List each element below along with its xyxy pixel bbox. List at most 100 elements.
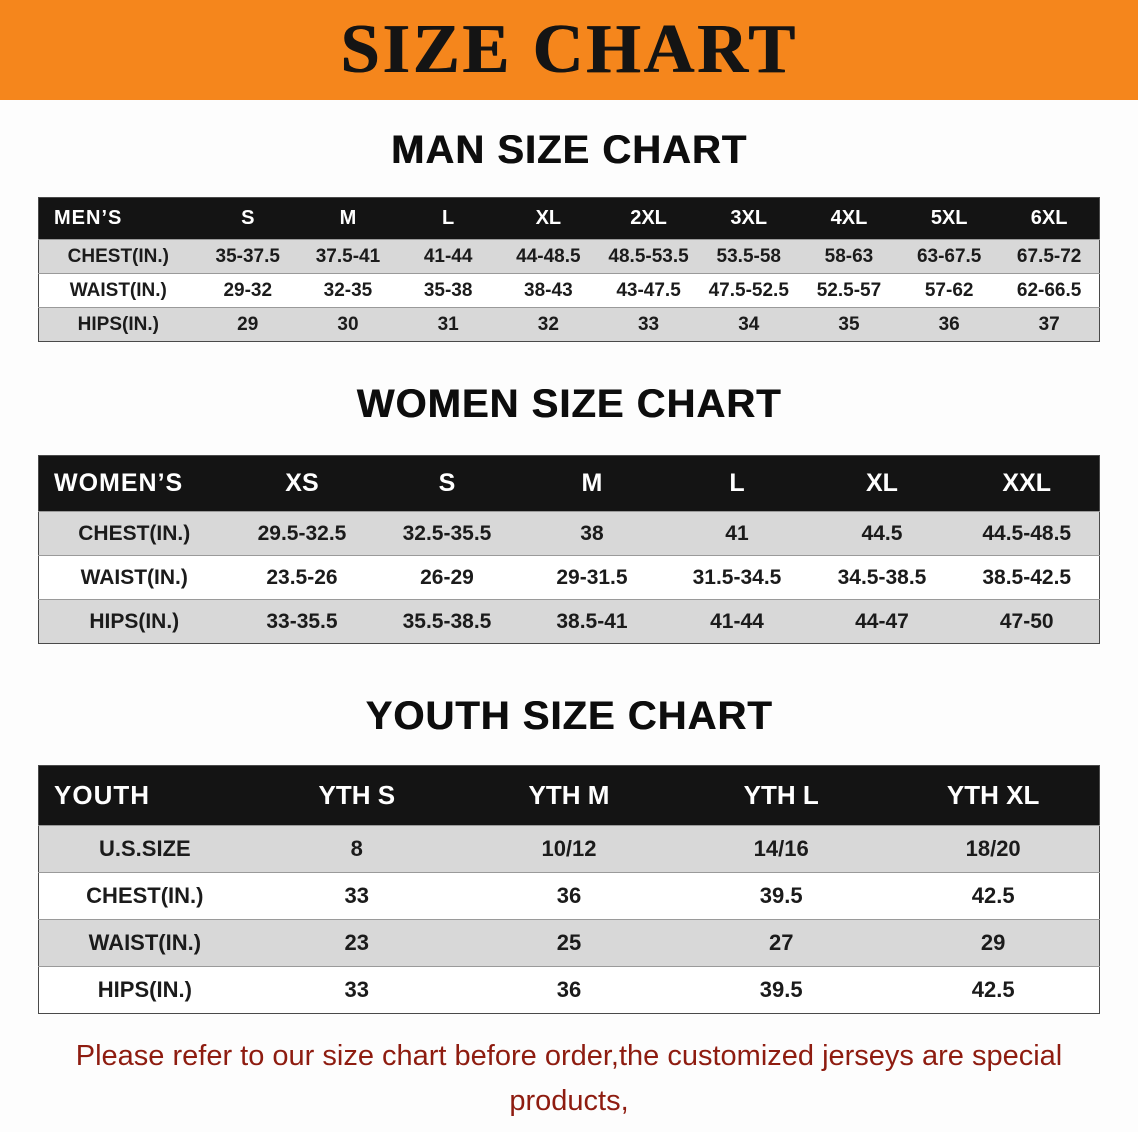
size-column-header: YTH S	[250, 765, 463, 826]
measurement-row: U.S.SIZE 8 10/12 14/16 18/20	[38, 825, 1100, 873]
measurement-row: WAIST(IN.) 23.5-26 26-29 29-31.5 31.5-34.5 34…	[38, 555, 1100, 600]
measurement-value-cell: 52.5-57	[816, 279, 882, 301]
measurement-row: CHEST(IN.) 35-37.5 37.5-41 41-44 44-48.5 48.5…	[38, 239, 1100, 274]
measurement-value-cell: 36	[556, 883, 582, 908]
table-header-row: WOMEN’S XS S M L XL XXL	[38, 455, 1100, 512]
size-column-header: XL	[809, 455, 955, 512]
measurement-value-cell: 33	[637, 313, 660, 335]
measurement-value-cell: 23.5-26	[266, 565, 338, 589]
measurement-value-cell: 43-47.5	[616, 279, 681, 301]
man-size-table: MEN’S S M L XL 2XL 3XL 4XL 5XL 6XL CHEST(IN.) 35-37…	[38, 197, 1100, 342]
size-column-header: XXL	[954, 455, 1100, 512]
measurement-value-cell: 41	[725, 521, 749, 545]
measurement-value-cell: 29	[237, 313, 259, 335]
size-table: WOMEN’S XS S M L XL XXL CHEST(IN.) 29.5-32.5 32.5…	[38, 455, 1100, 644]
measurement-label-cell: CHEST(IN.)	[78, 521, 191, 545]
youth-size-chart-section: YOUTH SIZE CHART YOUTH YTH S YTH M YTH L YTH…	[0, 694, 1138, 1014]
man-chart-heading: MAN SIZE CHART	[390, 128, 748, 172]
measurement-value-cell: 39.5	[759, 977, 803, 1002]
measurement-value-cell: 29	[980, 930, 1006, 955]
measurement-value-cell: 47-50	[999, 609, 1054, 633]
measurement-value-cell: 35	[838, 313, 860, 335]
table-header-row: YOUTH YTH S YTH M YTH L YTH XL	[38, 765, 1100, 826]
measurement-value-cell: 33-35.5	[266, 609, 338, 633]
measurement-row: CHEST(IN.) 33 36 39.5 42.5	[38, 872, 1100, 920]
women-chart-heading: WOMEN SIZE CHART	[356, 382, 782, 426]
measurement-value-cell: 23	[344, 930, 370, 955]
size-column-header: M	[297, 197, 399, 240]
disclaimer-line-2: we don’t accept cancel, change, teturn o…	[24, 1124, 1114, 1132]
size-column-header: M	[519, 455, 665, 512]
measurement-value-cell: 36	[938, 313, 960, 335]
size-column-header: 4XL	[798, 197, 900, 240]
measurement-value-cell: 44.5-48.5	[982, 521, 1072, 545]
women-size-table: WOMEN’S XS S M L XL XXL CHEST(IN.) 29.5-32.5 32.5…	[38, 455, 1100, 644]
measurement-value-cell: 38.5-42.5	[982, 565, 1072, 589]
measurement-value-cell: 36	[556, 977, 582, 1002]
measurement-value-cell: 44-47	[855, 609, 909, 633]
measurement-value-cell: 8	[350, 836, 363, 861]
measurement-value-cell: 32.5-35.5	[402, 521, 492, 545]
size-column-header: YTH M	[462, 765, 676, 826]
measurement-value-cell: 29.5-32.5	[257, 521, 347, 545]
measurement-value-cell: 27	[768, 930, 794, 955]
measurement-value-cell: 38	[580, 521, 604, 545]
measurement-value-cell: 29-31.5	[556, 565, 628, 589]
measurement-label-cell: WAIST(IN.)	[88, 930, 202, 955]
measurement-value-cell: 32	[537, 313, 559, 335]
measurement-value-cell: 35.5-38.5	[402, 609, 492, 633]
measurement-value-cell: 25	[556, 930, 582, 955]
measurement-label-cell: HIPS(IN.)	[97, 977, 192, 1002]
measurement-label-cell: WAIST(IN.)	[69, 279, 167, 301]
measurement-label-cell: WAIST(IN.)	[80, 565, 188, 589]
measurement-value-cell: 47.5-52.5	[708, 279, 789, 301]
disclaimer-line-1: Please refer to our size chart before or…	[75, 1040, 1063, 1117]
size-table: YOUTH YTH S YTH M YTH L YTH XL U.S.SIZE 8 10/12…	[38, 765, 1100, 1014]
measurement-value-cell: 53.5-58	[716, 245, 781, 267]
man-size-chart-section: MAN SIZE CHART MEN’S S M L XL 2XL 3XL 4XL 5XL 6XL…	[0, 128, 1138, 342]
measurement-value-cell: 10/12	[541, 836, 597, 861]
orange-banner: SIZE CHART	[0, 0, 1138, 100]
page-title: SIZE CHART	[340, 11, 798, 88]
size-column-header: S	[197, 197, 298, 240]
measurement-value-cell: 42.5	[971, 883, 1015, 908]
measurement-value-cell: 31	[437, 313, 459, 335]
measurement-label-cell: CHEST(IN.)	[67, 245, 169, 267]
measurement-row: WAIST(IN.) 23 25 27 29	[38, 919, 1100, 967]
measurement-row: CHEST(IN.) 29.5-32.5 32.5-35.5 38 41 44.5 44.5…	[38, 511, 1100, 556]
measurement-value-cell: 44-48.5	[516, 245, 581, 267]
youth-size-table: YOUTH YTH S YTH M YTH L YTH XL U.S.SIZE 8 10/12…	[38, 765, 1100, 1014]
measurement-row: HIPS(IN.) 33 36 39.5 42.5	[38, 966, 1100, 1014]
measurement-value-cell: 39.5	[759, 883, 803, 908]
disclaimer: Please refer to our size chart before or…	[24, 1034, 1114, 1132]
measurement-value-cell: 38-43	[524, 279, 573, 301]
measurement-value-cell: 67.5-72	[1016, 245, 1082, 267]
measurement-label-cell: HIPS(IN.)	[89, 609, 180, 633]
measurement-value-cell: 62-66.5	[1016, 279, 1082, 301]
measurement-value-cell: 26-29	[420, 565, 474, 589]
measurement-row: WAIST(IN.) 29-32 32-35 35-38 38-43 43-47.5 47.…	[38, 273, 1100, 308]
measurement-value-cell: 14/16	[753, 836, 809, 861]
table-header-row: MEN’S S M L XL 2XL 3XL 4XL 5XL 6XL	[38, 197, 1100, 240]
size-column-header: S	[374, 455, 520, 512]
measurement-row: HIPS(IN.) 29 30 31 32 33 34 35 36 37	[38, 307, 1100, 342]
measurement-value-cell: 33	[344, 883, 370, 908]
measurement-value-cell: 42.5	[971, 977, 1015, 1002]
measurement-value-cell: 34.5-38.5	[837, 565, 927, 589]
measurement-value-cell: 32-35	[323, 279, 373, 301]
measurement-value-cell: 33	[344, 977, 370, 1002]
measurement-row: HIPS(IN.) 33-35.5 35.5-38.5 38.5-41 41-44 44-…	[38, 599, 1100, 644]
measurement-value-cell: 37.5-41	[315, 245, 381, 267]
measurement-value-cell: 57-62	[924, 279, 974, 301]
size-column-header: L	[398, 197, 499, 240]
measurement-value-cell: 58-63	[824, 245, 874, 267]
size-column-header: L	[664, 455, 810, 512]
size-column-header: 6XL	[999, 197, 1100, 240]
size-table: MEN’S S M L XL 2XL 3XL 4XL 5XL 6XL CHEST(IN.) 35-37…	[38, 197, 1100, 342]
size-column-header: 5XL	[899, 197, 1000, 240]
measurement-value-cell: 37	[1038, 313, 1060, 335]
size-column-header: YTH XL	[887, 765, 1100, 826]
size-column-header: XS	[229, 455, 375, 512]
table-title-cell: YOUTH	[38, 765, 251, 826]
